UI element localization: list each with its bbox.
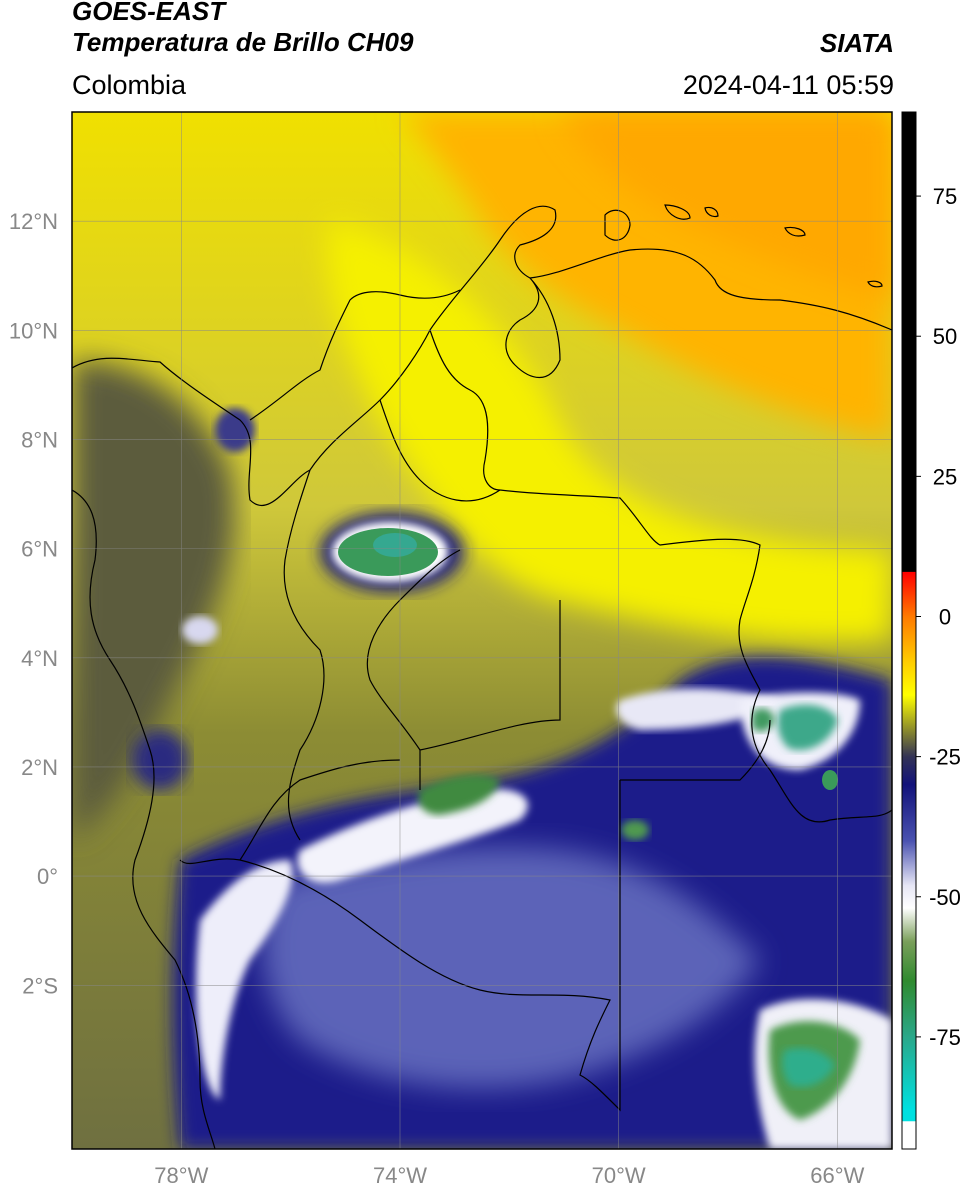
lat-tick-label: 6°N — [21, 537, 58, 562]
colorbar-tick-label: -50 — [929, 885, 961, 910]
colorbar-tick-label: 75 — [933, 184, 957, 209]
lat-tick-label: 2°N — [21, 755, 58, 780]
lat-tick-label: 8°N — [21, 427, 58, 452]
lat-tick-label: 10°N — [9, 318, 58, 343]
colorbar-tick-label: 0 — [939, 604, 951, 629]
colorbar-tick-label: -75 — [929, 1025, 961, 1050]
lon-tick-label: 78°W — [154, 1163, 208, 1188]
product-name: Temperatura de Brillo CH09 — [72, 27, 414, 57]
colorbar-tick-label: 25 — [933, 464, 957, 489]
lon-tick-label: 74°W — [373, 1163, 427, 1188]
gridlines — [72, 112, 892, 1149]
region-label: Colombia — [72, 70, 187, 100]
lat-tick-label: 2°S — [22, 973, 58, 998]
colorbar-tick-label: 50 — [933, 324, 957, 349]
lat-tick-label: 12°N — [9, 209, 58, 234]
colorbar: 75 50 25 0 -25 -50 -75 — [901, 111, 961, 1150]
longitude-labels: 78°W 74°W 70°W 66°W — [154, 1163, 864, 1188]
brightness-temperature-field — [72, 112, 892, 1149]
lat-tick-label: 4°N — [21, 646, 58, 671]
colorbar-tick-label: -25 — [929, 745, 961, 770]
datetime-label: 2024-04-11 05:59 — [682, 70, 894, 100]
map-title: GOES-EAST Temperatura de Brillo CH09 — [72, 0, 413, 58]
latitude-labels: 12°N 10°N 8°N 6°N 4°N 2°N 0° 2°S — [9, 209, 58, 998]
lat-tick-label: 0° — [37, 864, 58, 889]
map-frame — [71, 111, 893, 1150]
satellite-name: GOES-EAST — [72, 0, 226, 26]
lon-tick-label: 70°W — [592, 1163, 646, 1188]
lon-tick-label: 66°W — [810, 1163, 864, 1188]
agency-label: SIATA — [819, 28, 894, 58]
